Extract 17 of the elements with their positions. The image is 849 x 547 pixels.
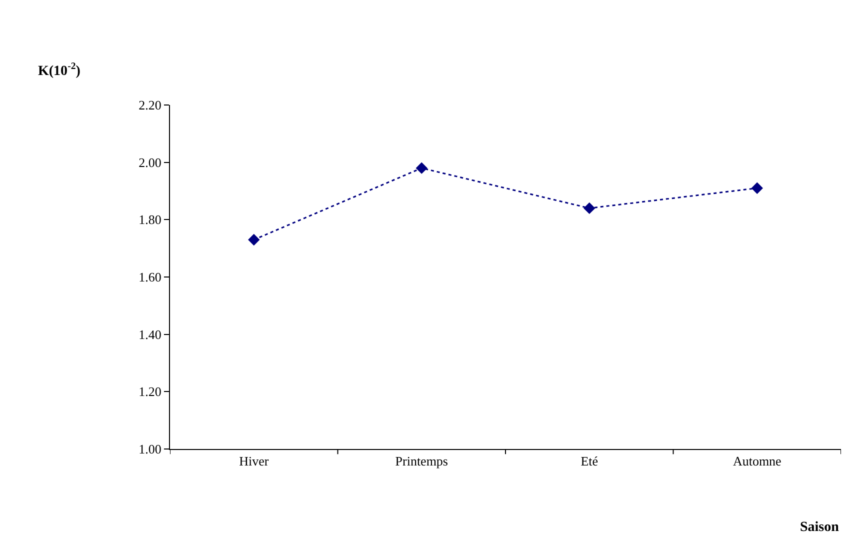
y-tick-label: 1.60: [138, 270, 162, 285]
y-tick-label: 2.20: [138, 98, 162, 113]
point: [416, 162, 428, 174]
x-tick-label: Printemps: [395, 454, 448, 469]
y-tick-label: 1.20: [138, 384, 162, 400]
point: [584, 202, 596, 214]
point: [751, 182, 763, 194]
y-tick-label: 1.80: [138, 212, 162, 228]
x-tick-label: Eté: [580, 454, 598, 469]
x-axis-title: Saison: [800, 520, 840, 535]
y-tick-label: 1.40: [138, 326, 162, 342]
x-tick-label: Automne: [732, 454, 782, 469]
y-tick-label: 1.00: [138, 442, 162, 457]
y-tick-label: 2.00: [138, 154, 162, 170]
x-tick-label: Hiver: [239, 454, 270, 469]
point: [248, 234, 260, 246]
y-axis-title: K(10$^{-2}$): [38, 61, 81, 79]
